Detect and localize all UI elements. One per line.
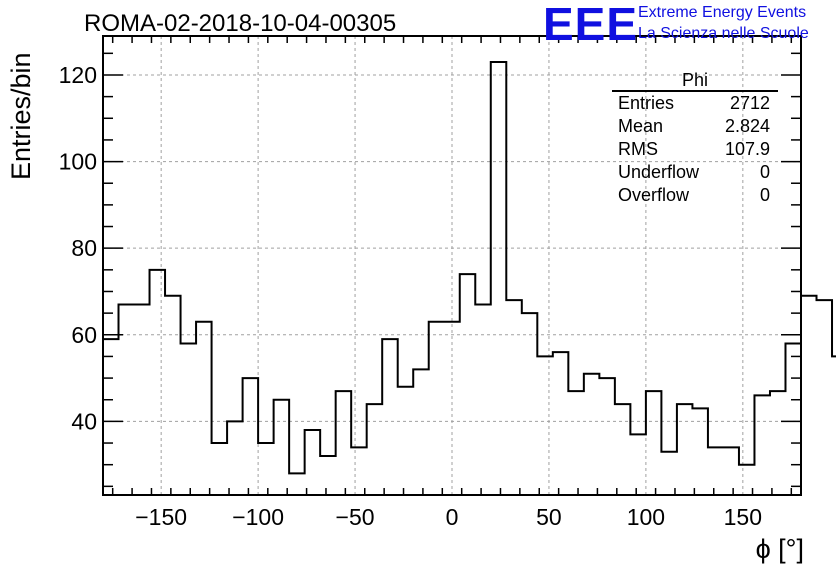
y-tick-label: 120 [59, 62, 97, 88]
grid-lines [103, 36, 801, 495]
stats-row-underflow: Underflow 0 [612, 161, 778, 184]
stats-entries-label: Entries [618, 93, 675, 113]
stats-overflow-value: 0 [759, 185, 770, 205]
x-axis-label: ϕ [°] [755, 534, 804, 564]
stats-overflow-label: Overflow [618, 185, 690, 205]
y-tick-label: 60 [71, 322, 97, 348]
stats-row-mean: Mean 2.824 [612, 115, 778, 138]
stats-header: Phi [612, 70, 778, 92]
y-tick-label: 40 [71, 408, 97, 434]
stats-rms-value: 107.9 [724, 139, 770, 159]
axis-ticks [103, 36, 801, 495]
x-tick-label: 0 [446, 504, 459, 530]
stats-mean-label: Mean [618, 116, 664, 136]
y-axis-label: Entries/bin [6, 52, 36, 180]
y-tick-label: 80 [71, 235, 97, 261]
x-tick-label: 50 [536, 504, 562, 530]
x-tick-label: −150 [135, 504, 187, 530]
x-tick-label: −50 [336, 504, 375, 530]
stats-row-entries: Entries 2712 [612, 92, 778, 115]
stats-underflow-value: 0 [759, 162, 770, 182]
x-tick-label: −100 [232, 504, 284, 530]
stats-entries-value: 2712 [729, 93, 770, 113]
chart-title: ROMA-02-2018-10-04-00305 [84, 10, 397, 37]
stats-box: Phi Entries 2712 Mean 2.824 RMS 107.9 Un… [612, 70, 778, 207]
stats-rms-label: RMS [618, 139, 658, 159]
stats-underflow-label: Underflow [618, 162, 700, 182]
stats-mean-value: 2.824 [724, 116, 770, 136]
stats-row-rms: RMS 107.9 [612, 138, 778, 161]
stats-row-overflow: Overflow 0 [612, 184, 778, 207]
histogram-outline [103, 60, 836, 475]
logo-line-1: Extreme Energy Events [638, 4, 807, 21]
x-tick-label: 100 [627, 504, 665, 530]
y-axis-label-box: Entries/bin [6, 52, 42, 190]
axis-tick-labels: −150 −100 −50 0 50 100 150 40 60 80 100 120 [59, 62, 762, 530]
plot-frame [102, 35, 802, 496]
x-tick-label: 150 [724, 504, 762, 530]
eee-logo-mark: EEE [543, 0, 639, 50]
logo-line-2: La Scienza nelle Scuole [638, 25, 809, 42]
y-tick-label: 100 [59, 149, 97, 175]
